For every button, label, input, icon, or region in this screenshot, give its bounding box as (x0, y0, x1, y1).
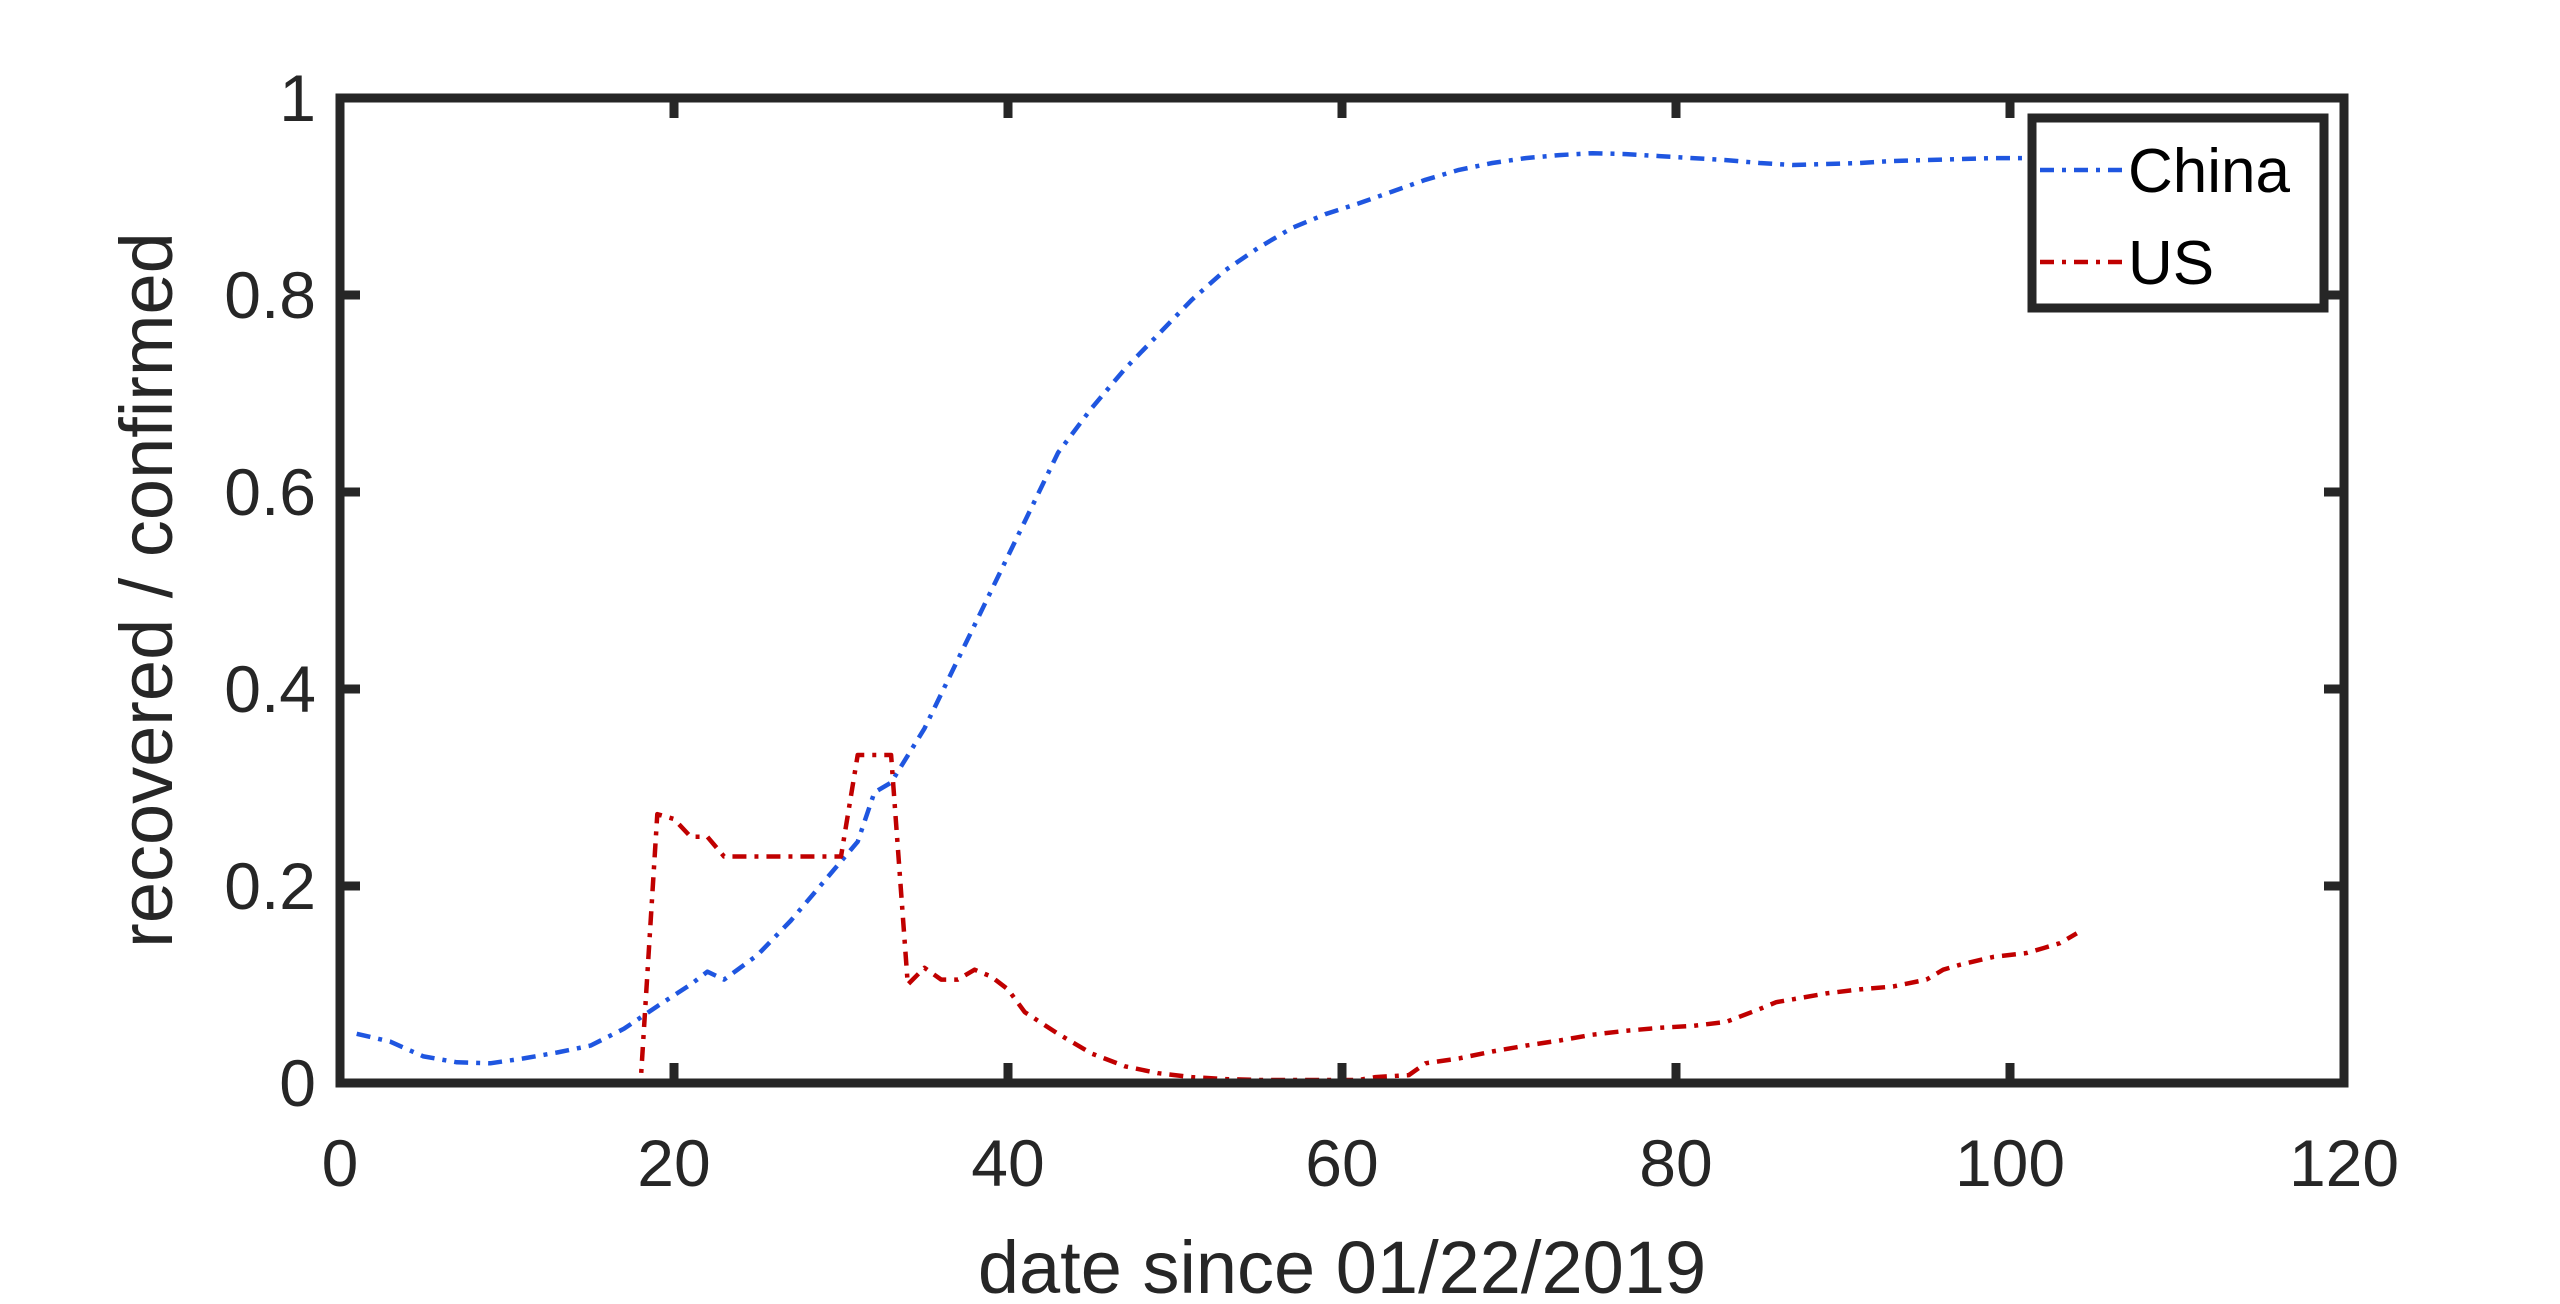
legend-label-us: US (2128, 229, 2214, 298)
series-line-us (356, 752, 2078, 1086)
y-tick-label: 0.6 (224, 455, 316, 529)
y-tick-label: 1 (279, 61, 316, 135)
legend: China US (2027, 113, 2329, 313)
x-axis-title: date since 01/22/2019 (978, 1226, 1706, 1304)
legend-label-china: China (2128, 137, 2291, 206)
y-tick-label: 0.2 (224, 849, 316, 923)
plot-area (356, 150, 2078, 1086)
x-tick-label: 60 (1305, 1126, 1378, 1200)
x-tick-label: 20 (637, 1126, 710, 1200)
legend-box (2027, 113, 2329, 313)
series-line-china (356, 150, 2027, 1066)
tick-labels: 0 20 40 60 80 100 120 0 0.2 0.4 0.6 0.8 1 (224, 61, 2399, 1200)
x-tick-label: 100 (1955, 1126, 2065, 1200)
x-tick-label: 120 (2289, 1126, 2399, 1200)
y-tick-label: 0 (279, 1046, 316, 1120)
y-tick-label: 0.8 (224, 258, 316, 332)
x-tick-label: 80 (1639, 1126, 1712, 1200)
axes-box (335, 93, 2349, 1088)
x-tick-label: 40 (971, 1126, 1044, 1200)
x-tick-label: 0 (322, 1126, 359, 1200)
y-axis-title: recovered / confirmed (105, 232, 188, 948)
y-tick-label: 0.4 (224, 652, 316, 726)
